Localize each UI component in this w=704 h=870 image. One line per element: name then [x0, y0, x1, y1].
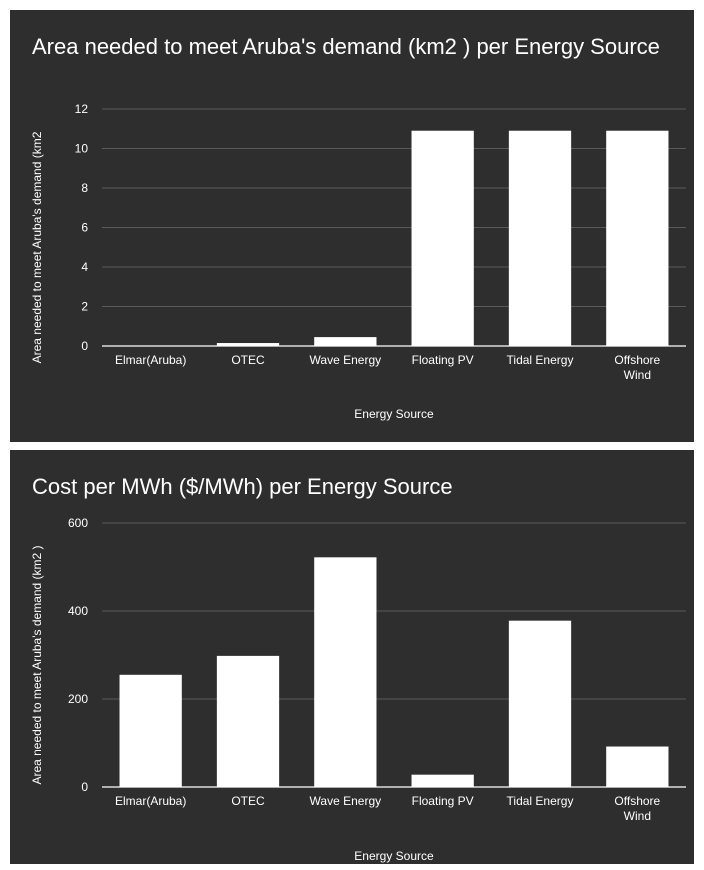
y-tick-label: 600 — [68, 516, 88, 530]
y-tick-label: 2 — [81, 300, 88, 314]
chart-title: Cost per MWh ($/MWh) per Energy Source — [32, 474, 453, 499]
bar — [216, 343, 280, 346]
x-axis-title: Energy Source — [354, 407, 434, 421]
y-tick-label: 6 — [81, 221, 88, 235]
x-tick-label: Floating PV — [412, 794, 474, 808]
x-tick-label: OTEC — [231, 353, 265, 367]
bar — [411, 130, 474, 346]
chart-panel-cost: Cost per MWh ($/MWh) per Energy Source 0… — [10, 450, 694, 864]
bar — [508, 130, 572, 346]
x-tick-label: Offshore Wind — [614, 794, 660, 823]
y-tick-label: 10 — [75, 142, 89, 156]
x-tick-label: Wave Energy — [310, 353, 382, 367]
y-tick-label: 0 — [81, 339, 88, 353]
bar — [314, 337, 377, 346]
y-tick-label: 400 — [68, 604, 88, 618]
chart-panel-area: Area needed to meet Aruba's demand (km2 … — [10, 10, 694, 442]
y-tick-label: 200 — [68, 692, 88, 706]
x-axis-title: Energy Source — [354, 849, 434, 863]
bar — [314, 557, 377, 787]
y-axis-title: Area needed to meet Aruba's demand (km2 — [30, 131, 44, 363]
y-axis-title: Area needed to meet Aruba's demand (km2 … — [30, 545, 44, 784]
bar — [119, 674, 182, 787]
bar — [216, 655, 280, 787]
cost-bar-chart: 0 200 400 600 Elmar(Aruba) OTEC Wave Energy Flo… — [30, 516, 686, 863]
y-tick-label: 0 — [81, 780, 88, 794]
chart-title: Area needed to meet Aruba's demand (km2 … — [32, 34, 660, 59]
bar — [606, 746, 669, 787]
area-bar-chart: 0 2 4 6 8 10 12 Elmar(Aruba) OTEC Wave Energy Floa… — [30, 102, 686, 421]
x-tick-label: Wave Energy — [310, 794, 382, 808]
bar — [606, 130, 669, 346]
x-tick-label: Tidal Energy — [507, 794, 574, 808]
y-tick-label: 4 — [81, 260, 88, 274]
y-tick-label: 8 — [81, 181, 88, 195]
bar — [508, 620, 572, 787]
bar — [411, 774, 474, 787]
x-tick-label: Offshore Wind — [614, 353, 660, 382]
y-tick-label: 12 — [75, 102, 89, 116]
x-tick-label: OTEC — [231, 794, 265, 808]
x-tick-label: Tidal Energy — [507, 353, 574, 367]
x-tick-label: Elmar(Aruba) — [115, 353, 186, 367]
x-tick-label: Floating PV — [412, 353, 474, 367]
x-tick-label: Elmar(Aruba) — [115, 794, 186, 808]
